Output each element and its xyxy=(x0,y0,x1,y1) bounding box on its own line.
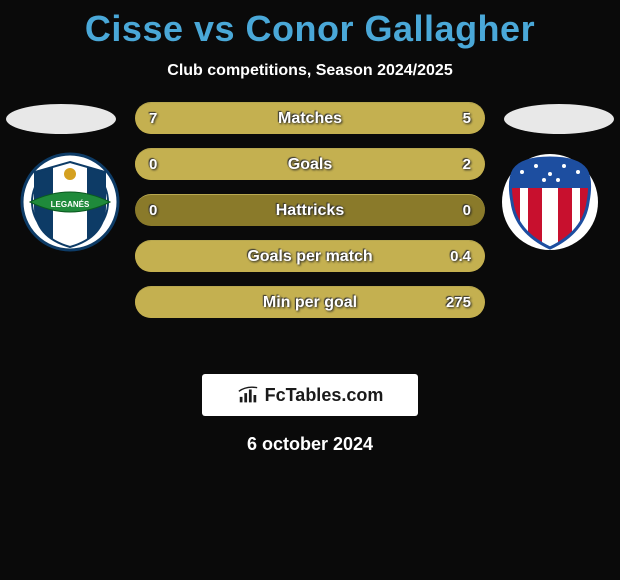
stat-label: Min per goal xyxy=(135,287,485,318)
page-title: Cisse vs Conor Gallagher xyxy=(0,0,620,50)
date-text: 6 october 2024 xyxy=(0,434,620,455)
stat-label: Goals xyxy=(135,149,485,180)
svg-text:LEGANÉS: LEGANÉS xyxy=(51,200,90,209)
stat-value-right: 0 xyxy=(463,195,471,226)
branding-text: FcTables.com xyxy=(265,385,384,406)
stat-value-right: 275 xyxy=(446,287,471,318)
player-right-shadow xyxy=(504,104,614,134)
bar-chart-icon xyxy=(237,384,259,406)
stat-row: Min per goal275 xyxy=(135,286,485,318)
subtitle: Club competitions, Season 2024/2025 xyxy=(0,62,620,80)
stat-row: 0Hattricks0 xyxy=(135,194,485,226)
player-left-shadow xyxy=(6,104,116,134)
leganes-icon: LEGANÉS xyxy=(20,152,120,252)
stat-value-right: 0.4 xyxy=(450,241,471,272)
comparison-area: LEGANÉS 7Ma xyxy=(0,102,620,362)
branding-box: FcTables.com xyxy=(202,374,418,416)
atletico-icon xyxy=(500,152,600,252)
team-crest-right xyxy=(500,152,600,252)
stat-rows: 7Matches50Goals20Hattricks0Goals per mat… xyxy=(135,102,485,332)
stat-value-right: 2 xyxy=(463,149,471,180)
stat-label: Goals per match xyxy=(135,241,485,272)
stat-label: Hattricks xyxy=(135,195,485,226)
team-crest-left: LEGANÉS xyxy=(20,152,120,252)
stat-label: Matches xyxy=(135,103,485,134)
stat-value-right: 5 xyxy=(463,103,471,134)
stat-row: 7Matches5 xyxy=(135,102,485,134)
stat-row: Goals per match0.4 xyxy=(135,240,485,272)
stat-row: 0Goals2 xyxy=(135,148,485,180)
